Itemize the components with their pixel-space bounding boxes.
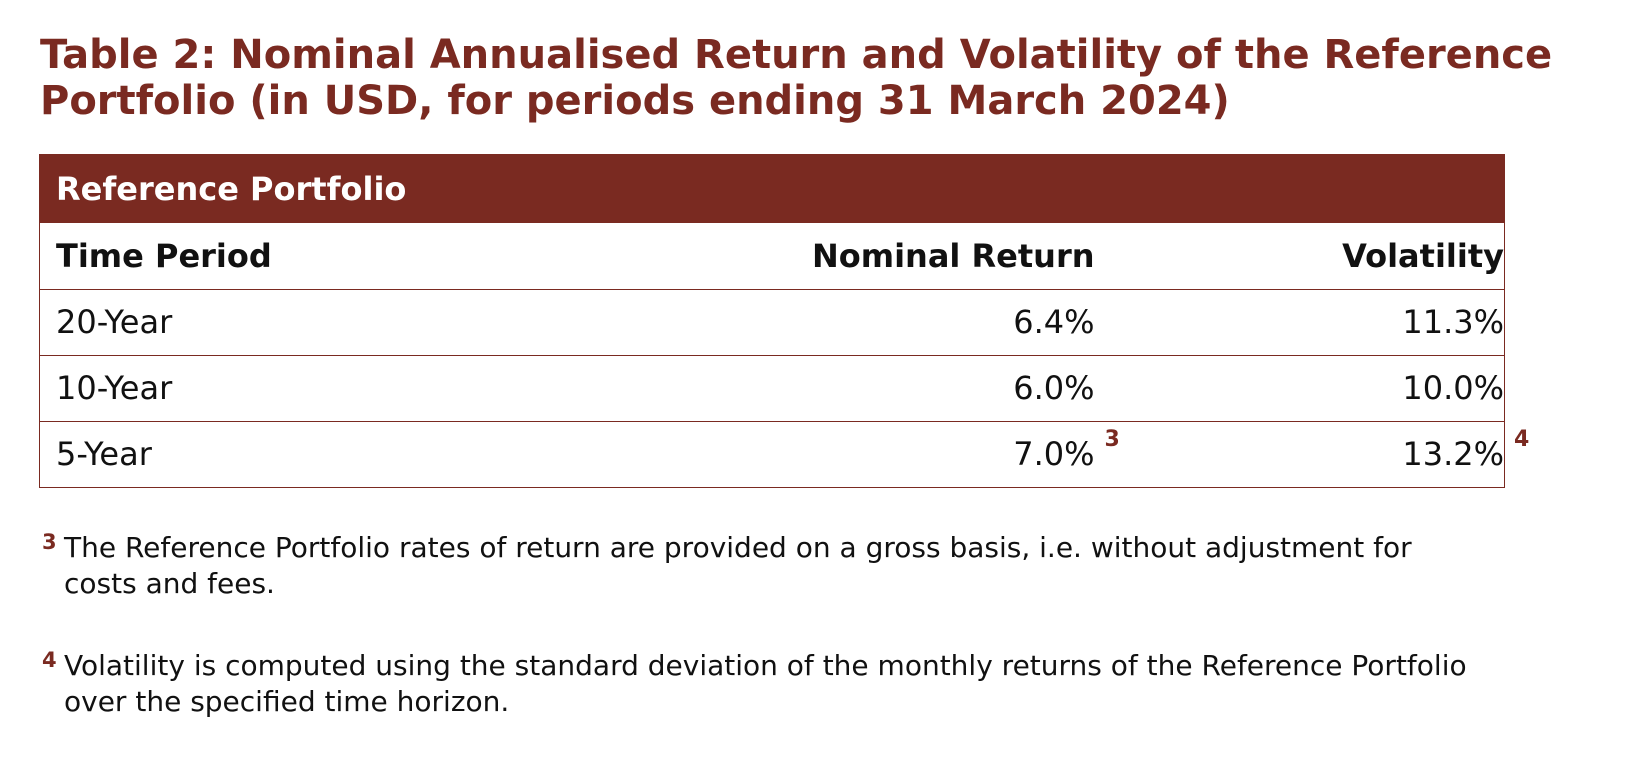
return-value: 6.0% [1013, 369, 1095, 407]
footnote-3: 3 The Reference Portfolio rates of retur… [42, 530, 1492, 602]
header-volatility: Volatility [1342, 236, 1504, 275]
row-return: 6.4% [565, 288, 1095, 355]
row-period: 5-Year [40, 420, 566, 487]
return-value: 7.0% [1013, 435, 1095, 474]
footnote-marker: 3 [42, 530, 57, 554]
header-row: Time Period Nominal Return Volatility [40, 223, 1504, 289]
page-title: Table 2: Nominal Annualised Return and V… [40, 32, 1620, 124]
return-value-with-footnote: 7.0% 3 [1013, 429, 1120, 474]
title-line-1: Table 2: Nominal Annualised Return and V… [40, 32, 1553, 78]
reference-portfolio-table: Reference Portfolio Time Period Nominal … [39, 154, 1529, 488]
footnote-4: 4 Volatility is computed using the stand… [42, 648, 1492, 720]
footnote-marker: 4 [42, 648, 57, 672]
header-time-period: Time Period [56, 236, 272, 275]
footnote-ref-3[interactable]: 3 [1104, 427, 1120, 453]
footnote-text: The Reference Portfolio rates of return … [64, 531, 1412, 600]
table-row: 5-Year 7.0% 3 13.2% 4 [40, 420, 1529, 487]
row-volatility: 11.3% [1094, 288, 1504, 355]
volatility-value: 11.3% [1402, 303, 1504, 341]
row-period: 20-Year [40, 288, 566, 355]
row-return: 6.0% [565, 354, 1095, 421]
row-volatility: 13.2% 4 [1094, 420, 1529, 487]
header-nominal-return: Nominal Return [811, 236, 1095, 275]
row-return: 7.0% 3 [565, 420, 1120, 487]
footnote-text: Volatility is computed using the standar… [64, 649, 1467, 718]
table-banner: Reference Portfolio [40, 155, 1504, 223]
table-row: 20-Year 6.4% 11.3% [40, 288, 1504, 355]
footnote-ref-4[interactable]: 4 [1514, 427, 1530, 453]
volatility-value: 10.0% [1402, 369, 1504, 407]
title-line-2: Portfolio (in USD, for periods ending 31… [40, 78, 1230, 124]
volatility-value-with-footnote: 13.2% 4 [1402, 429, 1529, 474]
row-volatility: 10.0% [1094, 354, 1504, 421]
returns-table: Time Period Nominal Return Volatility 20… [40, 223, 1529, 487]
row-period: 10-Year [40, 354, 566, 421]
volatility-value: 13.2% [1402, 435, 1504, 474]
return-value: 6.4% [1013, 303, 1095, 341]
table-row: 10-Year 6.0% 10.0% [40, 354, 1504, 421]
